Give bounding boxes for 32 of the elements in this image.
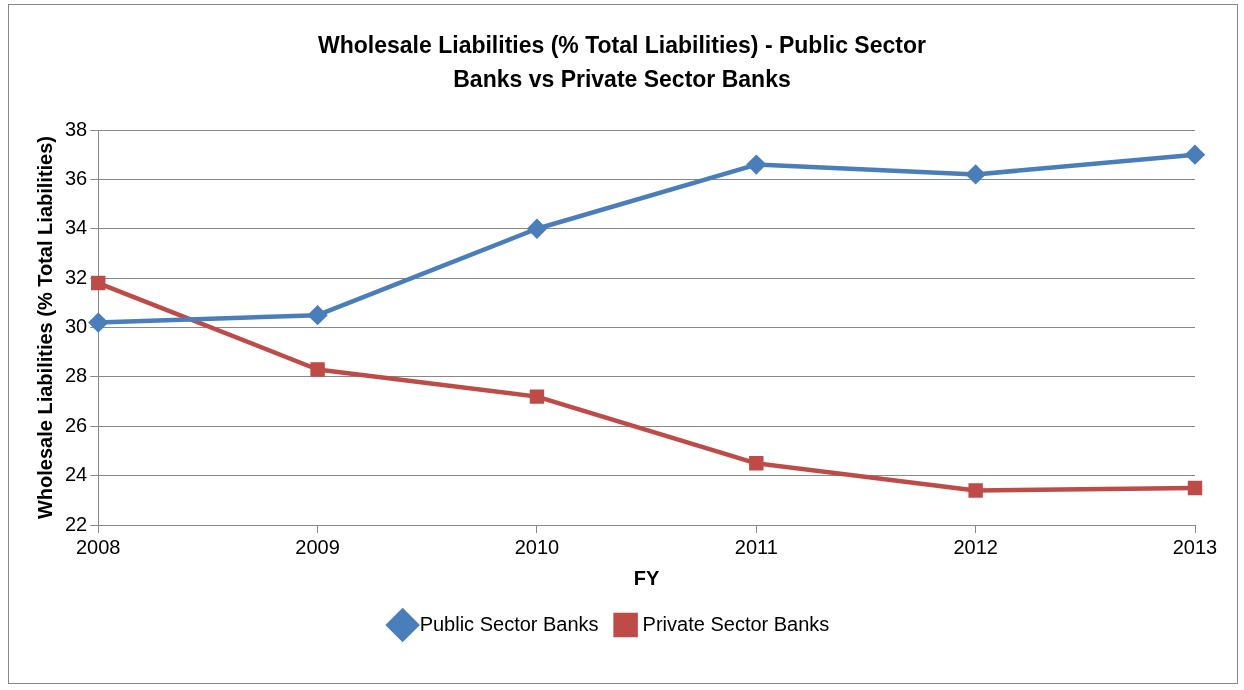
y-tick-label: 34 — [65, 216, 88, 239]
x-tick-label: 2010 — [514, 535, 560, 558]
x-axis-title: FY — [633, 566, 661, 589]
x-tick-label: 2008 — [76, 535, 121, 558]
point — [747, 155, 766, 174]
x-tick-label: 2012 — [953, 535, 998, 558]
y-tick-label: 22 — [65, 512, 88, 535]
y-axis-title: Wholesale Liabilities (% Total Liabilities) — [33, 135, 56, 520]
y-tick-label: 32 — [65, 265, 88, 288]
y-tick-label: 26 — [65, 413, 88, 436]
y-tick-label: 30 — [65, 315, 88, 338]
legend-label: Public Sector Banks — [419, 612, 599, 635]
y-tick-label: 24 — [65, 463, 88, 486]
point — [529, 389, 545, 404]
chart-title: Wholesale Liabilities (% Total Liabilities) - Public Sector Banks vs Private Sector Banks — [317, 31, 927, 94]
point — [749, 456, 764, 471]
point — [310, 362, 325, 377]
point — [89, 313, 108, 332]
point — [966, 165, 985, 184]
point — [91, 275, 106, 291]
x-tick-label: 2013 — [1172, 535, 1218, 558]
point — [308, 305, 327, 325]
point — [1185, 145, 1205, 164]
y-tick-label: 38 — [65, 117, 88, 140]
x-tick-label: 2011 — [734, 535, 778, 558]
y-tick-label: 28 — [65, 364, 88, 387]
point — [1187, 480, 1203, 496]
legend-label: Private Sector Banks — [642, 612, 830, 635]
x-tick-label: 2009 — [295, 535, 340, 558]
point — [527, 219, 547, 238]
point — [968, 483, 983, 498]
y-tick-label: 36 — [65, 166, 88, 189]
